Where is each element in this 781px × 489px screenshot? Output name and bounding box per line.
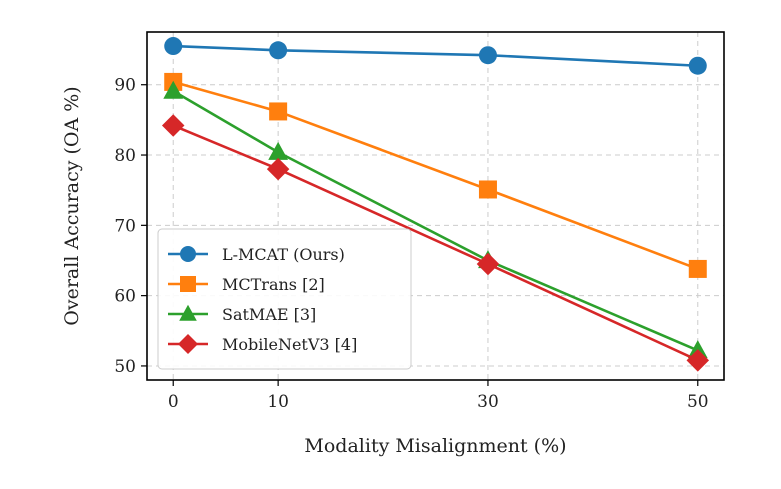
series-line-1 (173, 44, 698, 68)
axes: 0 10 30 50 50 60 70 80 90 (114, 76, 708, 412)
series-4-point (686, 349, 710, 372)
series-line-2 (172, 80, 699, 271)
series-4-point (161, 114, 185, 137)
series-1-point (688, 56, 707, 75)
legend-box (157, 228, 412, 370)
legend: L-MCAT (Ours) MCTrans [2] SatMAE [3] Mobile… (157, 228, 412, 370)
x-tick-label: 30 (477, 392, 499, 412)
series-1-point (269, 41, 288, 60)
y-tick-label: 70 (114, 216, 136, 236)
series-4-point (266, 157, 290, 181)
series-2-point (478, 180, 497, 199)
series-4-point (476, 252, 500, 276)
legend-marker (178, 334, 198, 354)
series-2-point (269, 102, 288, 121)
y-tick-label: 80 (114, 146, 136, 166)
y-tick-label: 60 (114, 287, 136, 307)
legend-marker (180, 246, 196, 262)
x-tick-label: 0 (168, 392, 179, 412)
x-axis-label: Modality Misalignment (%) (304, 435, 566, 457)
series-3-point (163, 80, 184, 99)
legend-marker (179, 304, 197, 321)
legend-label: SatMAE [3] (222, 305, 316, 324)
x-tick-label: 10 (267, 392, 289, 412)
series-lines (161, 37, 710, 372)
y-axis-label: Overall Accuracy (OA %) (61, 86, 83, 325)
series-line-3 (172, 89, 699, 352)
series-line-4 (172, 124, 699, 362)
legend-marker (180, 276, 196, 292)
legend-label: L-MCAT (Ours) (222, 245, 345, 264)
series-1-point (478, 46, 497, 65)
legend-label: MCTrans [2] (222, 275, 325, 294)
grid-lines (147, 32, 724, 380)
x-tick-label: 50 (687, 392, 709, 412)
y-tick-label: 50 (114, 357, 136, 377)
plot-frame (146, 31, 725, 381)
legend-label: MobileNetV3 [4] (222, 335, 357, 354)
series-1-point (164, 37, 183, 56)
series-2-point (688, 259, 707, 278)
series-3-point (268, 141, 289, 160)
y-tick-label: 90 (114, 76, 136, 96)
